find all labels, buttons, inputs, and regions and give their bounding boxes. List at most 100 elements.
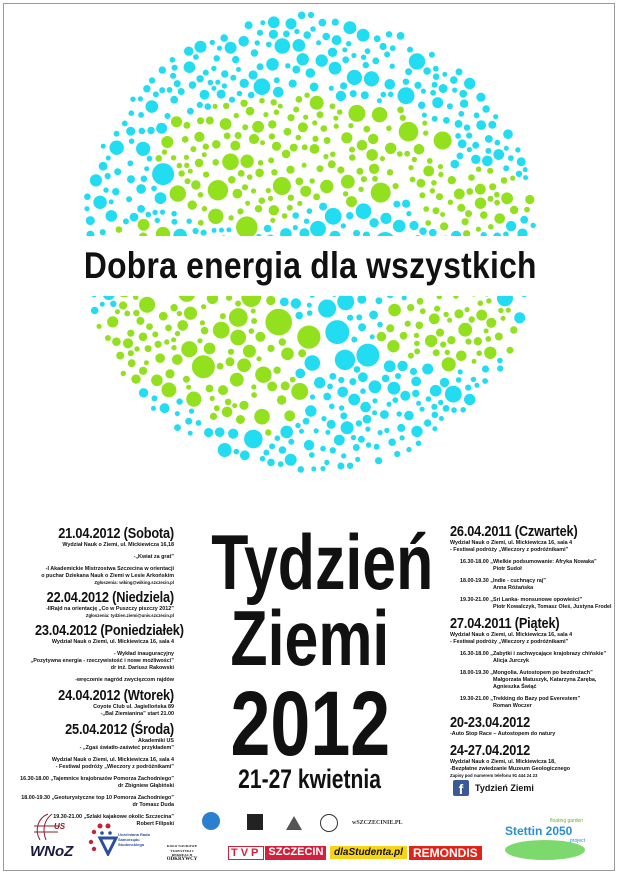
cyan-dot: [239, 450, 250, 461]
green-dot: [222, 153, 239, 171]
cyan-dot: [148, 77, 156, 84]
cyan-dot: [444, 385, 462, 403]
green-dot: [270, 99, 277, 106]
green-dot: [221, 406, 233, 418]
cyan-dot: [174, 411, 180, 417]
cyan-dot: [297, 466, 305, 473]
green-dot: [144, 345, 152, 353]
green-dot: [254, 205, 263, 213]
cyan-dot: [346, 69, 362, 86]
schedule-day: 26.04.2011 (Czwartek) Wydział Nauk o Ziem…: [450, 524, 616, 611]
cyan-dot: [522, 167, 528, 173]
cyan-dot: [327, 383, 333, 390]
cyan-dot: [137, 205, 146, 213]
cyan-dot: [365, 442, 372, 448]
cyan-dot: [213, 55, 220, 62]
cyan-dot: [516, 157, 526, 167]
cyan-dot: [476, 120, 487, 130]
cyan-dot: [373, 443, 380, 450]
green-dot: [434, 305, 441, 312]
cyan-dot: [432, 426, 438, 432]
cyan-dot: [202, 69, 209, 76]
cyan-dot: [409, 367, 418, 376]
cyan-dot: [503, 165, 510, 172]
kolo-odkrywcy-logo: KOŁO NAUKOWE TURYSTYKI I REKREACJI ODKRYWC…: [166, 844, 198, 862]
facebook-link[interactable]: f Tydzień Ziemi: [453, 780, 534, 797]
cyan-dot: [99, 229, 106, 236]
cyan-dot: [221, 70, 229, 78]
schedule-line: Anna Różańska: [493, 585, 534, 591]
cyan-dot: [156, 122, 168, 134]
cyan-dot: [438, 399, 444, 406]
green-dot: [438, 171, 444, 178]
dlastudenta-logo: dlaStudenta.pl: [330, 846, 407, 859]
green-dot: [255, 331, 266, 342]
cyan-dot: [431, 115, 438, 122]
cyan-dot: [362, 414, 372, 424]
cyan-dot: [204, 103, 212, 110]
green-dot: [205, 116, 214, 125]
cyan-dot: [323, 392, 332, 401]
cyan-dot: [497, 365, 504, 372]
schedule-day: 24.04.2012 (Wtorek) Coyote Club ul. Jagie…: [16, 688, 174, 718]
green-dot: [237, 170, 245, 177]
cyan-dot: [342, 47, 348, 53]
green-dot: [225, 357, 235, 367]
green-dot: [297, 325, 321, 349]
cyan-dot: [383, 360, 396, 373]
cyan-dot: [466, 147, 472, 153]
schedule-date: 26.04.2011 (Czwartek): [450, 524, 578, 540]
green-dot: [207, 180, 229, 201]
green-dot: [398, 121, 419, 142]
remondis-logo: REMONDIS: [409, 846, 482, 860]
schedule-line: 19.30-21.00 „Sri Lanka- monsunowe opowie…: [460, 597, 583, 603]
cyan-dot: [337, 293, 355, 311]
green-dot: [174, 330, 181, 337]
cyan-dot: [346, 212, 354, 220]
cyan-dot: [292, 39, 306, 52]
cyan-dot: [355, 420, 363, 427]
cyan-dot: [393, 200, 401, 208]
green-dot: [444, 349, 450, 355]
green-dot: [276, 395, 287, 405]
cyan-dot: [311, 466, 317, 472]
cyan-dot: [292, 212, 300, 219]
cyan-dot: [266, 58, 279, 71]
schedule-date: 27.04.2011 (Piątek): [450, 616, 560, 632]
cyan-dot: [122, 218, 129, 225]
cyan-dot: [463, 124, 471, 131]
cyan-dot: [380, 212, 392, 224]
cyan-dot: [472, 141, 480, 149]
cyan-dot: [369, 334, 375, 340]
cyan-dot: [200, 229, 207, 236]
cyan-dot: [438, 84, 448, 93]
cyan-dot: [138, 127, 146, 135]
green-dot: [358, 186, 364, 192]
green-dot: [263, 112, 269, 118]
cyan-dot: [128, 110, 135, 116]
cyan-dot: [305, 405, 317, 417]
cyan-dot: [144, 166, 150, 172]
cyan-dot: [368, 380, 382, 394]
schedule-day: 20-23.04.2012 -Auto Stop Race – Autostope…: [450, 715, 616, 738]
schedule-line: Robert Filipski: [136, 821, 174, 827]
green-dot: [454, 309, 464, 319]
wszczecinie-logo: wSZCZECINIE.PL: [352, 820, 403, 826]
green-dot: [172, 354, 183, 365]
green-dot: [212, 159, 219, 166]
green-dot: [423, 130, 429, 136]
green-dot: [447, 199, 454, 205]
cyan-dot: [183, 61, 196, 73]
green-dot: [152, 331, 159, 338]
green-dot: [413, 332, 420, 339]
cyan-dot: [343, 21, 357, 35]
green-dot: [237, 208, 244, 215]
cyan-dot: [318, 18, 327, 27]
green-dot: [431, 180, 437, 186]
cyan-dot: [450, 159, 460, 169]
cyan-dot: [353, 229, 361, 237]
green-dot: [278, 338, 286, 346]
cyan-dot: [151, 395, 158, 402]
cyan-dot: [145, 100, 159, 113]
green-dot: [127, 350, 134, 357]
